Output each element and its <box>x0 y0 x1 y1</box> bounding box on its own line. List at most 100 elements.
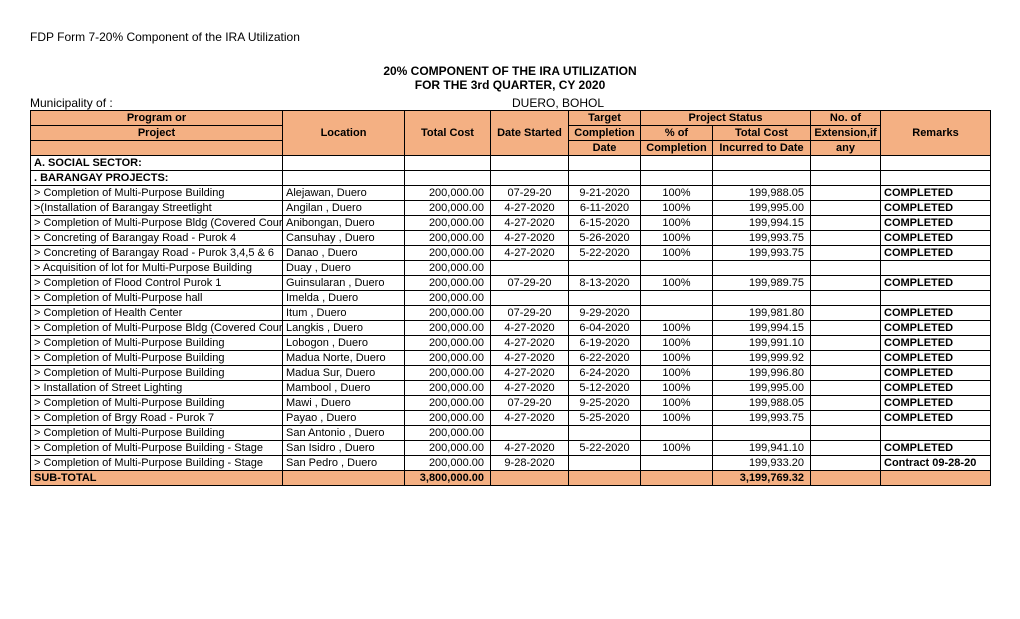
cell: COMPLETED <box>881 186 991 201</box>
cell: > Completion of Flood Control Purok 1 <box>31 276 283 291</box>
cell <box>811 426 881 441</box>
cell <box>569 291 641 306</box>
cell <box>881 291 991 306</box>
cell <box>641 426 713 441</box>
cell <box>811 186 881 201</box>
cell: 199,933.20 <box>713 456 811 471</box>
cell: 200,000.00 <box>405 186 491 201</box>
cell: 200,000.00 <box>405 366 491 381</box>
cell: > Completion of Multi-Purpose Building -… <box>31 456 283 471</box>
cell: 199,941.10 <box>713 441 811 456</box>
col-remarks: Remarks <box>881 111 991 156</box>
cell: 4-27-2020 <box>491 336 569 351</box>
cell: 200,000.00 <box>405 246 491 261</box>
cell <box>713 261 811 276</box>
cell: 9-21-2020 <box>569 186 641 201</box>
municipality-row: Municipality of : DUERO, BOHOL <box>30 96 990 110</box>
cell: 100% <box>641 216 713 231</box>
cell: > Concreting of Barangay Road - Purok 4 <box>31 231 283 246</box>
cell: COMPLETED <box>881 321 991 336</box>
cell: San Pedro , Duero <box>283 456 405 471</box>
table-row: > Completion of Multi-Purpose Building -… <box>31 456 991 471</box>
subtotal-incurred: 3,199,769.32 <box>713 471 811 486</box>
cell: 4-27-2020 <box>491 441 569 456</box>
cell: 200,000.00 <box>405 291 491 306</box>
cell <box>811 231 881 246</box>
cell <box>811 321 881 336</box>
cell: COMPLETED <box>881 396 991 411</box>
cell <box>569 456 641 471</box>
cell: 9-29-2020 <box>569 306 641 321</box>
cell <box>811 336 881 351</box>
cell: > Installation of Street Lighting <box>31 381 283 396</box>
cell: 4-27-2020 <box>491 201 569 216</box>
cell: 199,988.05 <box>713 186 811 201</box>
cell: 100% <box>641 246 713 261</box>
cell: 100% <box>641 186 713 201</box>
cell: Imelda , Duero <box>283 291 405 306</box>
col-completion: Completion <box>569 126 641 141</box>
table-row: > Completion of Multi-Purpose Bldg (Cove… <box>31 216 991 231</box>
cell: 4-27-2020 <box>491 246 569 261</box>
table-row: > Concreting of Barangay Road - Purok 3,… <box>31 246 991 261</box>
cell <box>811 306 881 321</box>
col-project: Project <box>31 126 283 141</box>
cell: 200,000.00 <box>405 276 491 291</box>
ira-table: Program or Location Total Cost Date Star… <box>30 110 991 486</box>
cell: Mawi , Duero <box>283 396 405 411</box>
cell: 199,988.05 <box>713 396 811 411</box>
cell: 200,000.00 <box>405 336 491 351</box>
cell: >(Installation of Barangay Streetlight <box>31 201 283 216</box>
cell <box>713 426 811 441</box>
table-row: > Concreting of Barangay Road - Purok 4C… <box>31 231 991 246</box>
col-total-cost2: Total Cost <box>713 126 811 141</box>
col-date: Date <box>569 141 641 156</box>
cell: 100% <box>641 411 713 426</box>
cell: Duay , Duero <box>283 261 405 276</box>
cell: 100% <box>641 351 713 366</box>
cell: 200,000.00 <box>405 456 491 471</box>
section-barangay: . BARANGAY PROJECTS: <box>31 171 991 186</box>
col-location: Location <box>283 111 405 156</box>
cell: > Completion of Health Center <box>31 306 283 321</box>
cell: > Completion of Multi-Purpose Building <box>31 351 283 366</box>
subtotal-total-cost: 3,800,000.00 <box>405 471 491 486</box>
cell <box>641 306 713 321</box>
cell: Guinsularan , Duero <box>283 276 405 291</box>
cell: > Completion of Multi-Purpose Building <box>31 186 283 201</box>
cell: San Isidro , Duero <box>283 441 405 456</box>
cell: 5-12-2020 <box>569 381 641 396</box>
cell <box>713 291 811 306</box>
cell <box>491 261 569 276</box>
col-no-of: No. of <box>811 111 881 126</box>
table-row: > Completion of Brgy Road - Purok 7Payao… <box>31 411 991 426</box>
cell: > Completion of Brgy Road - Purok 7 <box>31 411 283 426</box>
cell <box>811 291 881 306</box>
cell: Cansuhay , Duero <box>283 231 405 246</box>
cell: COMPLETED <box>881 411 991 426</box>
cell: 4-27-2020 <box>491 216 569 231</box>
cell <box>811 381 881 396</box>
table-row: > Completion of Multi-Purpose BuildingAl… <box>31 186 991 201</box>
page-subtitle: FOR THE 3rd QUARTER, CY 2020 <box>30 78 990 92</box>
cell: 199,989.75 <box>713 276 811 291</box>
cell <box>811 246 881 261</box>
cell: 199,995.00 <box>713 201 811 216</box>
cell: 100% <box>641 396 713 411</box>
cell: Madua Sur, Duero <box>283 366 405 381</box>
cell <box>569 261 641 276</box>
cell: 100% <box>641 231 713 246</box>
cell <box>641 291 713 306</box>
cell: 200,000.00 <box>405 411 491 426</box>
cell: Danao , Duero <box>283 246 405 261</box>
table-row: > Completion of Multi-Purpose Building -… <box>31 441 991 456</box>
section-social-label: A. SOCIAL SECTOR: <box>31 156 283 171</box>
cell: COMPLETED <box>881 201 991 216</box>
municipality-label: Municipality of : <box>30 96 512 110</box>
cell: 100% <box>641 201 713 216</box>
table-row: >(Installation of Barangay StreetlightAn… <box>31 201 991 216</box>
cell: COMPLETED <box>881 441 991 456</box>
section-barangay-label: . BARANGAY PROJECTS: <box>31 171 283 186</box>
cell: 6-24-2020 <box>569 366 641 381</box>
cell <box>569 426 641 441</box>
